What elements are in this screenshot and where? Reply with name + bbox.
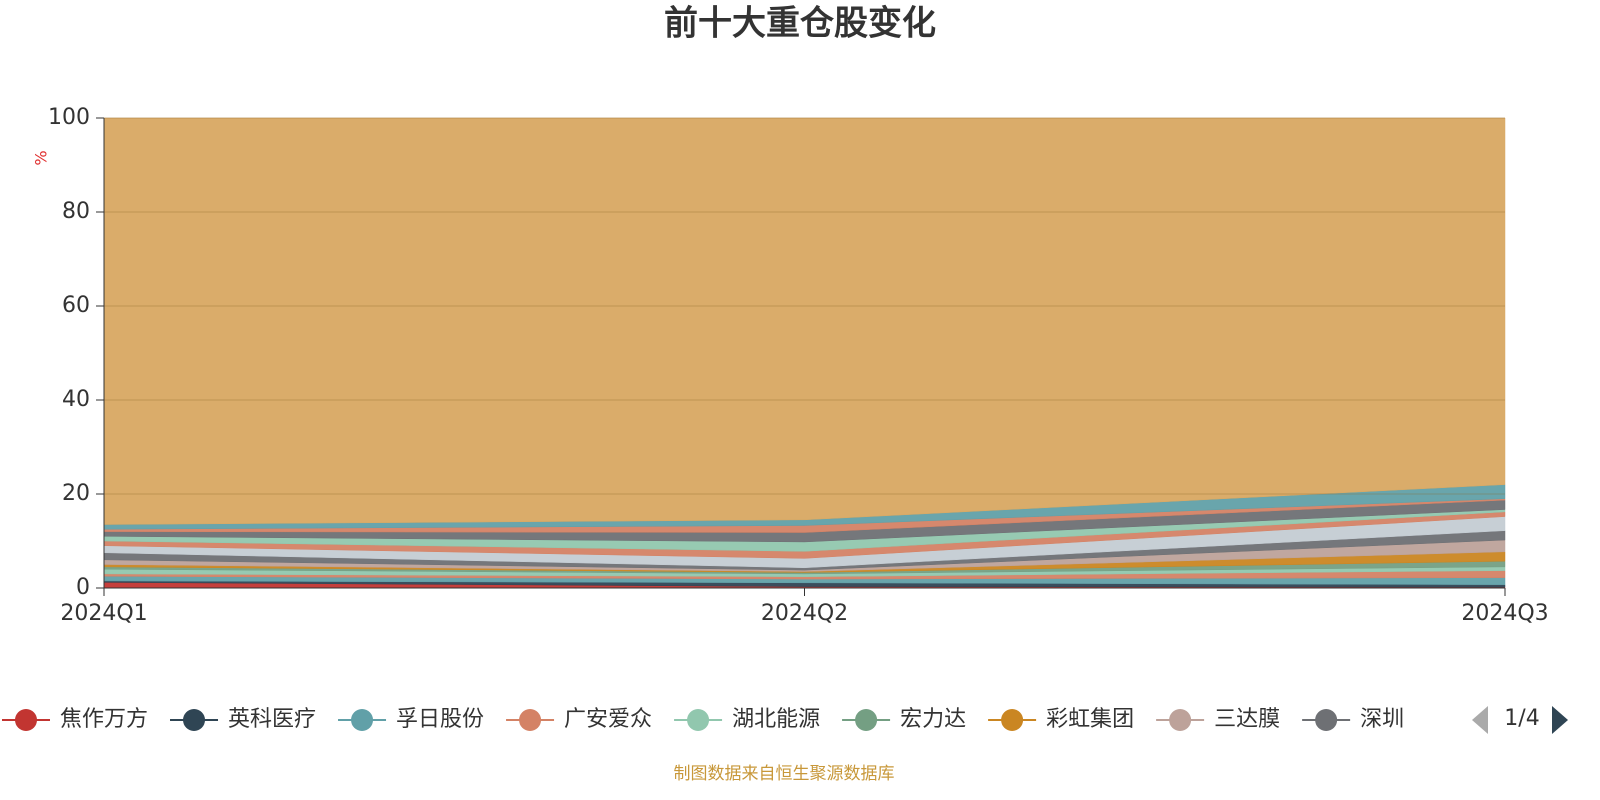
y-tick-label: 20	[62, 481, 90, 506]
legend-label: 孚日股份	[396, 707, 484, 732]
area	[103, 117, 1506, 525]
legend-label: 焦作万方	[60, 707, 148, 732]
x-tick-label: 2024Q3	[1461, 601, 1548, 626]
y-axis-label: %	[32, 150, 51, 165]
y-tick-label: 60	[62, 293, 90, 318]
y-tick-label: 40	[62, 387, 90, 412]
legend-item[interactable]: 彩虹集团	[988, 707, 1134, 732]
source-note: 制图数据来自恒生聚源数据库	[674, 764, 895, 784]
legend-marker	[519, 709, 542, 731]
legend-marker	[855, 709, 878, 731]
legend-marker	[1001, 709, 1024, 731]
legend-item[interactable]: 宏力达	[842, 707, 966, 732]
legend-marker	[1315, 709, 1338, 731]
legend-page: 1/4	[1504, 706, 1539, 731]
legend-item[interactable]: 三达膜	[1156, 707, 1280, 732]
y-tick-label: 100	[48, 105, 90, 130]
legend-item[interactable]: 广安爱众	[506, 707, 652, 732]
legend-item[interactable]: 深圳	[1302, 707, 1404, 732]
legend-label: 深圳	[1360, 707, 1404, 732]
legend-label: 湖北能源	[732, 707, 820, 732]
y-tick-label: 80	[62, 199, 90, 224]
x-tick-label: 2024Q1	[60, 601, 147, 626]
legend-item[interactable]: 孚日股份	[338, 707, 484, 732]
legend-marker	[351, 709, 374, 731]
legend: 焦作万方 英科医疗 孚日股份 广安爱众 湖北能源 宏力达 彩虹集团 三达膜 深圳	[2, 707, 1404, 732]
legend-label: 彩虹集团	[1046, 707, 1134, 732]
legend-prev[interactable]	[1472, 706, 1488, 734]
legend-marker	[15, 709, 37, 731]
legend-item[interactable]: 英科医疗	[170, 707, 316, 732]
x-tick-label: 2024Q2	[761, 601, 848, 626]
chart-title: 前十大重仓股变化	[664, 4, 936, 44]
legend-label: 广安爱众	[564, 707, 652, 732]
legend-marker	[1169, 709, 1192, 731]
legend-marker	[687, 709, 710, 731]
grid: 0 20 40 60 80 100 2024Q1 2024Q2 2024Q3	[48, 105, 1549, 626]
legend-next[interactable]	[1552, 706, 1568, 734]
y-tick-label: 0	[76, 575, 90, 600]
legend-label: 宏力达	[900, 707, 966, 732]
plot-area	[103, 117, 1506, 589]
legend-label: 三达膜	[1214, 707, 1280, 732]
legend-item[interactable]: 焦作万方	[2, 707, 148, 732]
legend-item[interactable]: 湖北能源	[674, 707, 820, 732]
legend-marker	[183, 709, 206, 731]
legend-label: 英科医疗	[228, 707, 316, 732]
